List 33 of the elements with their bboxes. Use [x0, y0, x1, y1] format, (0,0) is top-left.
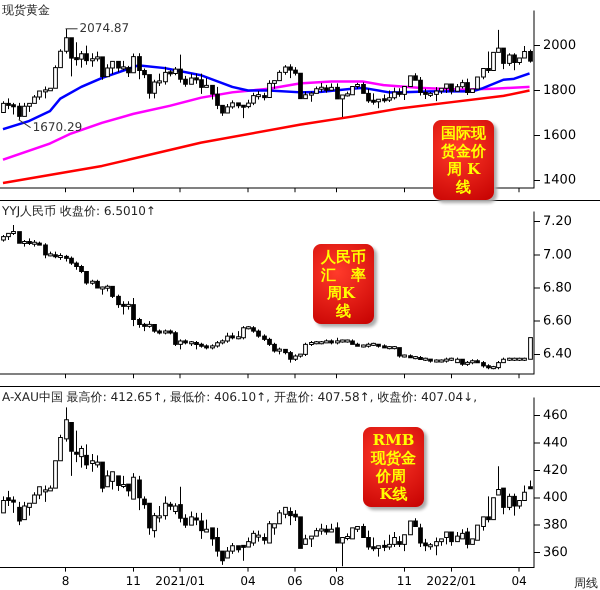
annotation: 国际现货金价周 K线: [433, 120, 494, 200]
y-tick-label: 1400: [543, 172, 576, 188]
x-tick-label: 04: [240, 574, 256, 588]
x-tick-label: 04: [511, 574, 527, 588]
y-tick-label: 360: [543, 544, 568, 560]
x-tick-label: 8: [62, 574, 70, 588]
x-tick-label: 11: [126, 574, 141, 588]
y-tick-label: 2000: [543, 38, 576, 53]
y-tick-label: 1600: [543, 128, 576, 143]
x-tick-label: 08: [328, 574, 344, 588]
y-tick-label: 400: [543, 490, 568, 506]
y-tick-label: 7.00: [543, 247, 572, 262]
chart-title: A-XAU中国 最高价: 412.65↑, 最低价: 406.10↑, 开盘价: 407.58↑, 收盘价: 407.04↓,: [2, 389, 478, 406]
annotation: 2074.87: [80, 20, 130, 35]
y-tick-label: 6.40: [543, 346, 572, 362]
y-tick-label: 420: [543, 462, 568, 478]
annotation: RMB现货金价周 K线: [363, 427, 424, 507]
x-tick-label: 11: [396, 574, 412, 588]
y-tick-label: 380: [543, 518, 568, 533]
x-tick-label: 06: [287, 574, 303, 588]
chart-title: YYJ人民币 收盘价: 6.5010↑: [2, 203, 156, 220]
y-tick-label: 440: [543, 435, 568, 450]
y-tick-label: 6.60: [543, 314, 572, 329]
annotation: 人民币汇 率周K 线: [313, 244, 374, 324]
annotation: 1670.29: [32, 120, 82, 134]
text: 周线: [574, 575, 598, 590]
chart-title: 现货黄金: [2, 2, 50, 19]
x-tick-label: 2022/01: [426, 574, 476, 588]
y-tick-label: 460: [543, 408, 568, 423]
y-tick-label: 6.80: [543, 280, 572, 296]
x-tick-label: 2021/01: [155, 574, 206, 588]
y-tick-label: 7.20: [543, 214, 572, 230]
y-tick-label: 1800: [543, 82, 576, 98]
